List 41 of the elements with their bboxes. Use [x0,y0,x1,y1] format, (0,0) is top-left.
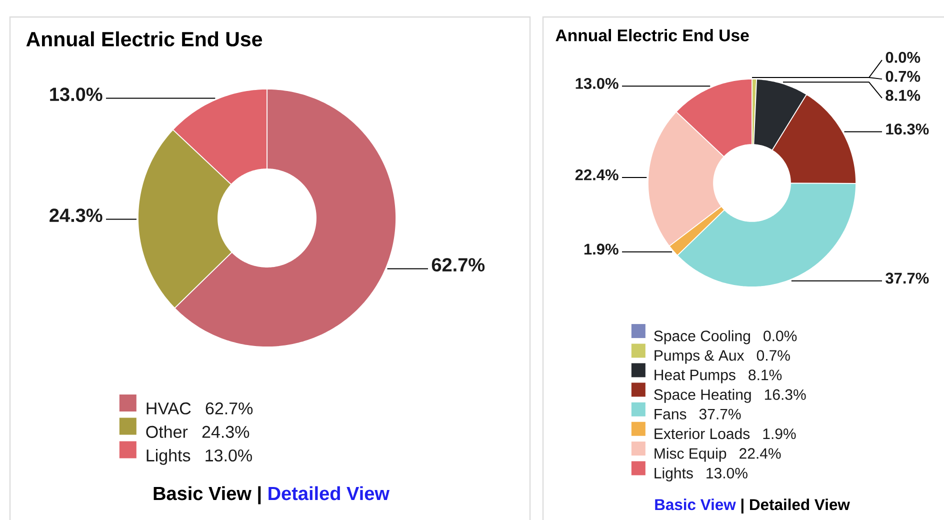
data-label: 1.9% [584,244,618,255]
legend-label: Space Cooling [654,330,750,344]
chart-title: Annual Electric End Use [26,31,262,46]
legend-label: Heat Pumps [654,370,736,384]
chart-title: Annual Electric End Use [556,29,749,42]
text: 0.0% [886,52,920,63]
legend-label: Misc Equip [654,448,726,462]
data-label: 13.0% [576,78,618,89]
data-label: 37.7% [886,272,929,284]
data-label: 24.3% [50,208,102,222]
text: 24.3% [202,426,250,438]
text: Detailed View [268,486,390,500]
data-label: 16.3% [886,124,929,135]
legend-label: Lights [146,449,190,465]
legend-label: Space Heating [654,388,751,403]
text: Basic View [655,498,736,510]
data-label: 8.1% [886,90,920,101]
text: 0.7% [756,350,790,361]
text: | [258,486,261,504]
data-label: 62.7% [432,258,485,272]
data-label: 0.7% [886,70,920,82]
legend-label: Lights [654,467,693,482]
data-label: 22.4% [575,169,618,180]
legend-label: HVAC [146,402,191,414]
text: 22.4% [740,448,781,459]
text: Basic View [154,486,252,500]
text: 0.0% [764,330,797,342]
legend-label: Pumps & Aux [654,350,744,364]
text: Detailed View [750,498,850,510]
text: | [741,498,744,514]
text: 1.9% [763,428,796,440]
legend-label: Other [146,425,188,438]
text: 13.0% [206,449,252,462]
text: 16.3% [764,389,806,400]
text: 62.7% [206,402,253,414]
legend-label: Fans [654,408,686,420]
text: 8.1% [748,370,782,380]
legend-label: Exterior Loads [654,428,750,440]
text: 37.7% [699,408,741,420]
text: 13.0% [706,468,748,478]
data-label: 13.0% [50,88,102,102]
